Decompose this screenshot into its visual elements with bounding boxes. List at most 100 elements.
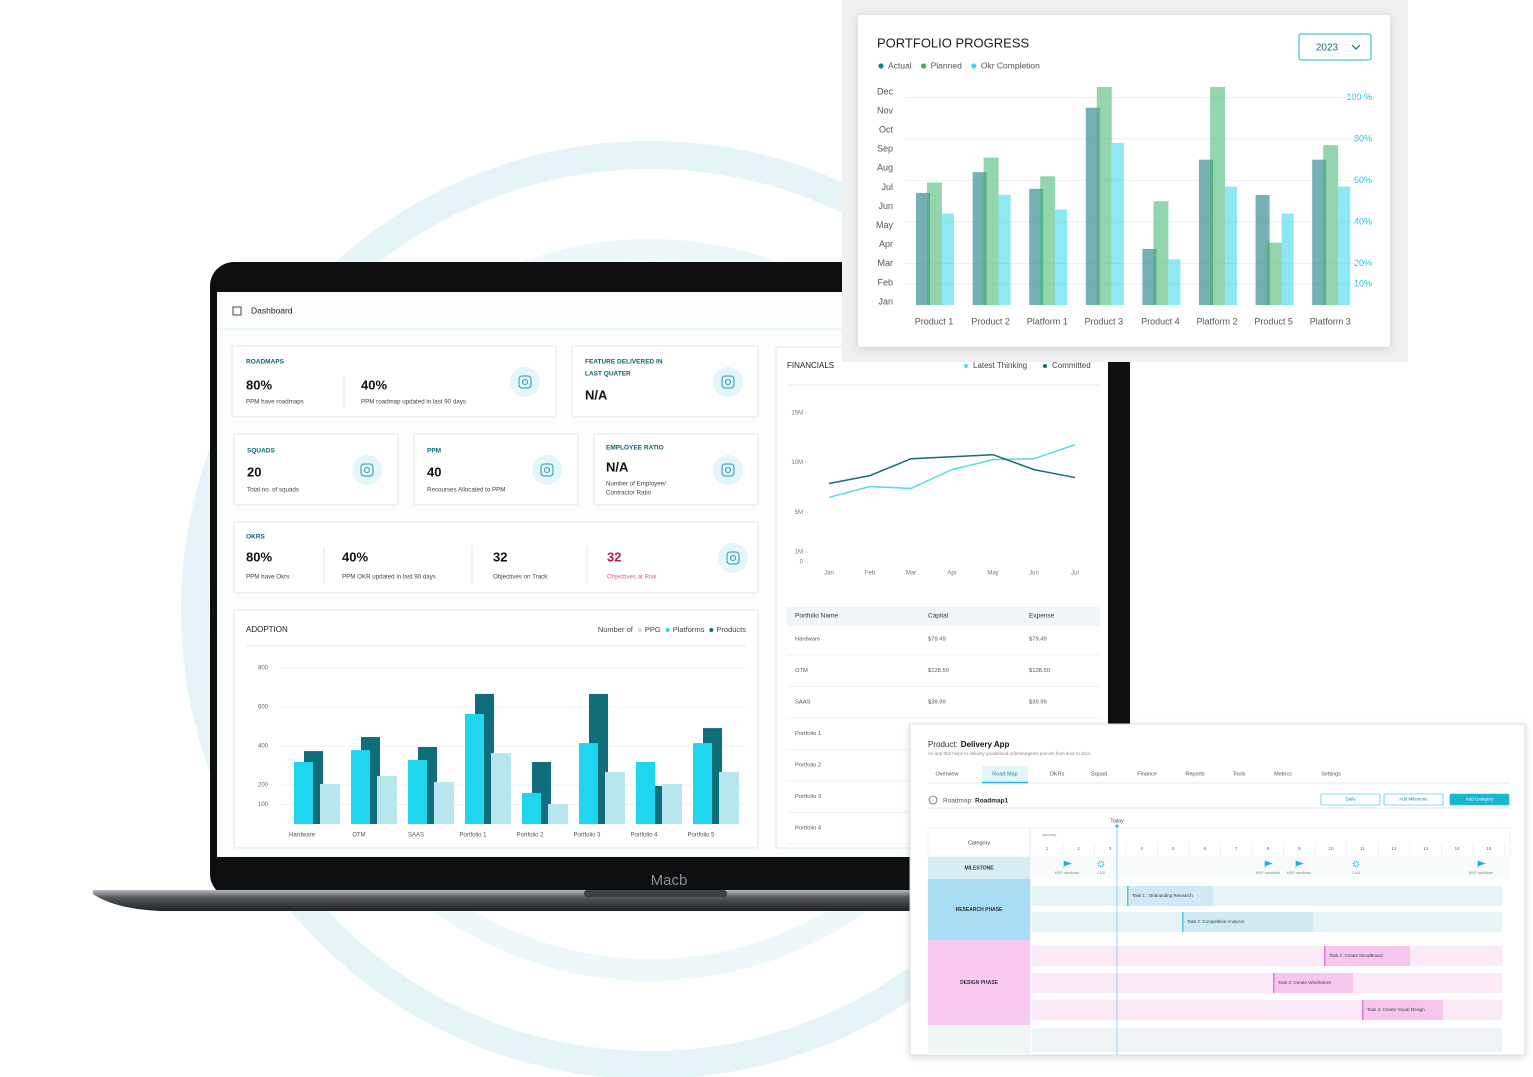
task-edge	[1182, 912, 1184, 932]
milestone-label: 1.5.6	[1352, 871, 1360, 875]
table-cell: $39.99	[1029, 700, 1047, 706]
task-edge	[1273, 973, 1275, 993]
roadmap-label: Roadmap:	[943, 798, 973, 805]
kpi-caption: Objectives on Track	[493, 574, 548, 581]
kpi-value: 32	[493, 549, 507, 564]
y2-tick-label: 20%	[1354, 258, 1372, 268]
y-axis-label: Feb	[877, 277, 893, 287]
bar	[636, 761, 655, 824]
button[interactable]	[1383, 793, 1444, 806]
tab[interactable]: Tools	[1233, 771, 1246, 777]
button[interactable]	[1320, 793, 1381, 806]
bar	[1338, 186, 1351, 305]
task-bar[interactable]	[1127, 886, 1213, 906]
table-cell: $39.99	[928, 700, 946, 706]
x-tick-label: Platform 3	[1310, 316, 1351, 326]
chart-title: FINANCIALS	[787, 361, 834, 370]
table-cell: Portfolio 3	[795, 794, 821, 800]
y-tick-label: 10M	[791, 460, 803, 466]
button[interactable]	[1449, 793, 1510, 806]
bar	[1096, 87, 1112, 305]
tab[interactable]: Settings	[1321, 771, 1341, 777]
tab[interactable]: Overview	[936, 771, 959, 777]
back-button[interactable]	[928, 795, 938, 805]
line-series	[828, 453, 1076, 485]
y-tick-label: 600	[258, 705, 269, 711]
chart-title: ADOPTION	[246, 625, 288, 634]
day-label: 14	[1455, 846, 1461, 851]
table-cell: Portfolio 4	[795, 826, 822, 832]
y2-tick-label: 60%	[1354, 175, 1372, 185]
tab[interactable]: Squad	[1091, 771, 1107, 777]
tab[interactable]: Finance	[1137, 771, 1157, 777]
dropdown[interactable]	[1298, 33, 1372, 61]
y-axis-label: Nov	[877, 105, 894, 115]
bar	[548, 803, 568, 824]
day-label: 1	[1046, 846, 1049, 851]
day-label: 7	[1235, 846, 1238, 851]
task-bar[interactable]	[1182, 912, 1313, 932]
kpi-caption: PPM have Okrs	[246, 574, 289, 581]
lane	[1032, 946, 1502, 966]
table-header-cell: Capital	[928, 613, 949, 620]
bar	[522, 792, 541, 824]
table-cell: Hardware	[795, 637, 820, 643]
card-icon-glyph	[518, 375, 532, 389]
roadmap-name: Roadmap1	[975, 798, 1009, 805]
tab[interactable]: Metrics	[1274, 771, 1292, 777]
legend-swatch	[878, 63, 884, 69]
day-label: 3	[1109, 846, 1112, 851]
y-tick-label: 1M	[795, 550, 803, 556]
day-label: 6	[1203, 846, 1206, 851]
laptop-bezel	[1108, 292, 1130, 857]
legend-label: Okr Completion	[981, 60, 1040, 70]
dropdown-label: 2023	[1316, 43, 1339, 54]
kpi-value: 80%	[246, 377, 272, 392]
x-tick-label: SAAS	[408, 833, 424, 839]
x-tick-label: Mar	[906, 571, 916, 577]
task-label: Task 3: Create Visual Design	[1367, 1007, 1425, 1012]
card-icon-glyph	[725, 379, 731, 385]
kpi-caption: Contractor Ratio	[606, 490, 652, 497]
card-icon	[352, 455, 382, 485]
task-bar[interactable]	[1324, 946, 1410, 966]
card-icon-glyph	[364, 467, 370, 473]
tab[interactable]: OKRs	[1050, 771, 1065, 777]
product-name: Delivery App	[961, 740, 1010, 749]
tab[interactable]: Reports	[1185, 771, 1205, 777]
milestone-flag	[1477, 860, 1486, 868]
card-icon-glyph	[725, 467, 731, 473]
milestone-label: MVP candidate	[1287, 871, 1311, 875]
table-cell: $128.50	[928, 668, 949, 674]
y2-tick-label: 40%	[1354, 216, 1372, 226]
bar	[408, 760, 427, 824]
task-bar[interactable]	[1273, 973, 1353, 993]
row-label: RESEARCH PHASE	[956, 907, 1003, 913]
row-header	[928, 879, 1030, 940]
bar	[998, 194, 1011, 305]
milestone-gear	[1352, 860, 1360, 868]
kpi-label: SQUADS	[247, 448, 275, 455]
bar	[377, 776, 397, 824]
card-icon-glyph	[522, 379, 528, 385]
milestone-label: MVP candidate	[1469, 871, 1493, 875]
table-cell: $79.49	[1029, 637, 1047, 643]
bar	[434, 782, 454, 824]
bar	[465, 714, 484, 824]
card-icon	[713, 455, 743, 485]
x-tick-label: Feb	[865, 571, 876, 577]
table-cell: SAAS	[795, 700, 811, 706]
product-description: An app that helps to delivery goods/food…	[928, 751, 1091, 756]
day-label: 15	[1486, 846, 1492, 851]
kpi-label: OKRS	[246, 534, 265, 541]
kpi-value: N/A	[585, 387, 608, 402]
legend-title: Number of	[598, 625, 634, 634]
kpi-label: LAST QUATER	[585, 371, 631, 378]
task-edge	[1324, 946, 1326, 966]
kpi-caption: Objectives at Risk	[607, 574, 657, 581]
tab[interactable]: Road Map	[992, 771, 1017, 777]
task-bar[interactable]	[1362, 1000, 1443, 1020]
kpi-value: 32	[607, 549, 621, 564]
kpi-value: 40%	[342, 549, 368, 564]
